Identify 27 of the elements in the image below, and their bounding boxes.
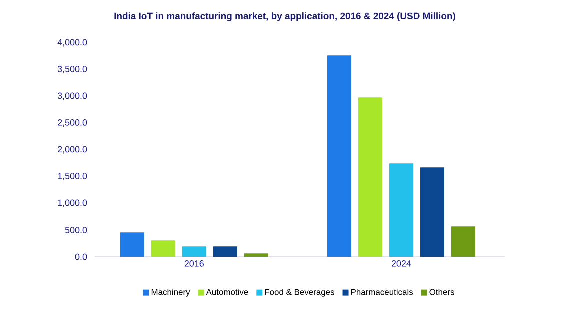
legend-label: Machinery: [152, 289, 190, 297]
legend-label: Food & Beverages: [265, 289, 334, 297]
bar: [244, 254, 268, 257]
x-tick-label: 2024: [392, 260, 412, 267]
chart-title: India IoT in manufacturing market, by application, 2016 & 2024 (USD Million): [114, 12, 456, 22]
bar: [451, 226, 476, 257]
y-tick-label: 4,000.0: [58, 39, 88, 47]
bar: [120, 232, 144, 257]
bar: [358, 98, 382, 257]
legend-label: Others: [430, 289, 454, 296]
y-tick-label: 2,500.0: [58, 120, 88, 127]
x-tick-label: 2016: [184, 260, 204, 267]
bar: [327, 56, 352, 257]
y-tick-label: 1,500.0: [58, 173, 88, 180]
y-tick-label: 500.0: [65, 227, 88, 234]
y-tick-label: 1,000.0: [58, 200, 88, 208]
bar: [151, 240, 176, 257]
legend-label: Pharmaceuticals: [351, 289, 414, 296]
bar: [213, 246, 238, 257]
y-tick-label: 3,000.0: [58, 92, 88, 100]
y-tick-label: 0.0: [75, 254, 88, 260]
bar: [389, 164, 414, 257]
legend-label: Automotive: [206, 289, 248, 296]
bar: [182, 246, 206, 257]
y-tick-label: 2,000.0: [58, 146, 88, 154]
bar: [420, 168, 444, 257]
y-tick-label: 3,500.0: [58, 66, 88, 74]
